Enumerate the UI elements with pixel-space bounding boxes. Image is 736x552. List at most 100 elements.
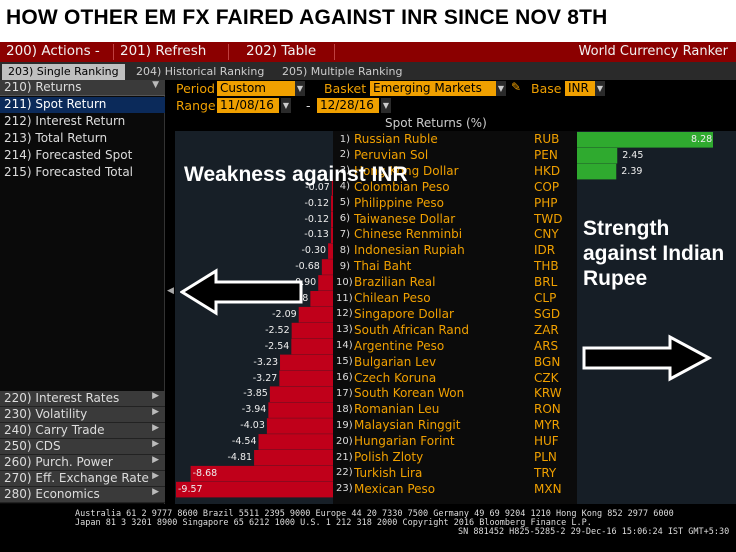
tab-multiple-ranking[interactable]: 205) Multiple Ranking — [282, 65, 403, 78]
sidebar-item-purch-power[interactable]: 260) Purch. Power ▶ — [0, 455, 165, 471]
bar-value-label: -0.12 — [304, 197, 330, 209]
rank-number: 22) — [336, 467, 353, 479]
range-start-input[interactable]: 11/08/16 — [217, 98, 279, 113]
bar-value-label: -9.57 — [178, 483, 203, 495]
currency-name[interactable]: Bulgarian Lev — [354, 354, 437, 369]
sidebar-item-spot-return[interactable]: 211) Spot Return — [0, 97, 165, 113]
currency-code[interactable]: CNY — [534, 227, 559, 242]
currency-name[interactable]: Brazilian Real — [354, 275, 436, 290]
refresh-button[interactable]: 201) Refresh — [120, 43, 207, 59]
currency-name[interactable]: Russian Ruble — [354, 132, 438, 146]
currency-code[interactable]: RON — [534, 402, 561, 417]
rank-number: 4) — [339, 181, 350, 193]
currency-code[interactable]: ZAR — [534, 322, 559, 337]
sidebar-item-cds[interactable]: 250) CDS ▶ — [0, 439, 165, 455]
currency-name[interactable]: Czech Koruna — [354, 370, 437, 385]
chevron-right-icon: ▶ — [152, 423, 159, 433]
currency-name[interactable]: Malaysian Ringgit — [354, 418, 461, 433]
rank-number: 15) — [336, 356, 353, 368]
actions-menu[interactable]: 200) Actions - — [6, 43, 100, 59]
currency-code[interactable]: TRY — [534, 465, 557, 480]
currency-code[interactable]: CLP — [534, 291, 557, 305]
sidebar-item-interest-return[interactable]: 212) Interest Return — [4, 114, 126, 128]
currency-name[interactable]: Argentine Peso — [354, 338, 445, 353]
currency-code[interactable]: COP — [534, 179, 560, 194]
pencil-icon[interactable]: ✎ — [511, 80, 522, 94]
calendar-icon[interactable]: ▼ — [281, 98, 291, 113]
table-button[interactable]: 202) Table — [246, 43, 317, 59]
chevron-right-icon: ▶ — [152, 407, 159, 417]
range-end-input[interactable]: 12/28/16 — [317, 98, 379, 113]
currency-code[interactable]: PLN — [534, 450, 557, 464]
chevron-down-icon: ▼ — [152, 80, 159, 90]
sidebar-item-label: 260) Purch. Power — [4, 455, 113, 469]
base-label: Base — [531, 81, 562, 96]
currency-name[interactable]: Philippine Peso — [354, 195, 444, 210]
sidebar-item-forecasted-spot[interactable]: 214) Forecasted Spot — [4, 148, 133, 162]
sidebar-section-returns[interactable]: 210) Returns ▼ — [0, 80, 165, 96]
currency-code[interactable]: CZK — [534, 370, 559, 385]
currency-code[interactable]: PEN — [534, 147, 558, 162]
currency-name[interactable]: South Korean Won — [354, 386, 465, 401]
currency-code[interactable]: KRW — [534, 386, 562, 401]
currency-name[interactable]: South African Rand — [354, 322, 469, 337]
currency-code[interactable]: BGN — [534, 354, 561, 369]
bar-value-label: -0.90 — [291, 277, 317, 289]
currency-name[interactable]: Indonesian Rupiah — [354, 243, 465, 258]
footer: Australia 61 2 9777 8600 Brazil 5511 239… — [0, 506, 736, 552]
rank-number: 17) — [336, 387, 353, 399]
currency-name[interactable]: Colombian Peso — [354, 179, 450, 194]
currency-code[interactable]: ARS — [534, 338, 559, 353]
strength-annotation: Strength against Indian Rupee — [583, 217, 725, 290]
currency-name[interactable]: Hong Kong Dollar — [354, 163, 459, 178]
currency-name[interactable]: Taiwanese Dollar — [354, 211, 456, 226]
currency-name[interactable]: Mexican Peso — [354, 481, 436, 496]
menu-divider — [334, 44, 335, 60]
tab-single-ranking[interactable]: 203) Single Ranking — [2, 64, 125, 80]
currency-code[interactable]: HUF — [534, 434, 559, 449]
basket-select[interactable]: Emerging Markets ▼ — [370, 81, 506, 96]
currency-name[interactable]: Peruvian Sol — [354, 147, 429, 162]
period-select[interactable]: Custom ▼ — [217, 81, 305, 96]
bar-value-label: -2.09 — [272, 308, 297, 320]
currency-name[interactable]: Thai Baht — [354, 259, 412, 274]
currency-name[interactable]: Singapore Dollar — [354, 306, 454, 321]
currency-code[interactable]: THB — [534, 259, 559, 274]
sidebar-item-volatility[interactable]: 230) Volatility ▶ — [0, 407, 165, 423]
sidebar-item-label: 280) Economics — [4, 487, 100, 501]
sidebar-item-eff-exchange-rate[interactable]: 270) Eff. Exchange Rate ▶ — [0, 471, 165, 487]
currency-code[interactable]: HKD — [534, 163, 561, 178]
bar-value-label: -3.27 — [252, 372, 278, 384]
rank-number: 18) — [336, 403, 353, 415]
currency-code[interactable]: SGD — [534, 306, 561, 321]
currency-name[interactable]: Chilean Peso — [354, 291, 431, 305]
currency-code[interactable]: BRL — [534, 275, 558, 290]
collapse-sidebar-icon[interactable]: ◀ — [167, 286, 174, 296]
sidebar-item-interest-rates[interactable]: 220) Interest Rates ▶ — [0, 391, 165, 407]
currency-code[interactable]: MXN — [534, 481, 562, 496]
currency-code[interactable]: IDR — [534, 243, 556, 258]
currency-code[interactable]: RUB — [534, 132, 560, 146]
currency-name[interactable]: Hungarian Forint — [354, 434, 455, 449]
rank-number: 2) — [339, 149, 350, 161]
currency-name[interactable]: Turkish Lira — [354, 465, 423, 480]
calendar-icon[interactable]: ▼ — [381, 98, 391, 113]
currency-code[interactable]: MYR — [534, 418, 561, 433]
rank-number: 6) — [339, 213, 350, 224]
bar-value-label: -8.68 — [192, 467, 218, 479]
currency-name[interactable]: Romanian Leu — [354, 402, 440, 417]
sidebar-item-economics[interactable]: 280) Economics ▶ — [0, 487, 165, 503]
currency-name[interactable]: Chinese Renminbi — [354, 227, 463, 242]
currency-code[interactable]: PHP — [534, 195, 558, 210]
sidebar-item-carry-trade[interactable]: 240) Carry Trade ▶ — [0, 423, 165, 439]
currency-name[interactable]: Polish Zloty — [354, 450, 424, 464]
base-select[interactable]: INR ▼ — [565, 81, 605, 96]
menu-bar: 200) Actions - 201) Refresh 202) Table W… — [0, 42, 736, 62]
currency-code[interactable]: TWD — [534, 211, 563, 226]
tab-historical-ranking[interactable]: 204) Historical Ranking — [136, 65, 265, 78]
sidebar-item-total-return[interactable]: 213) Total Return — [4, 131, 108, 145]
controls-panel: Period Custom ▼ Basket Emerging Markets … — [170, 80, 736, 116]
chart-header: Spot Returns (%) — [385, 116, 487, 130]
bar-value-label: -0.07 — [305, 181, 330, 193]
sidebar-item-forecasted-total[interactable]: 215) Forecasted Total — [4, 165, 134, 179]
